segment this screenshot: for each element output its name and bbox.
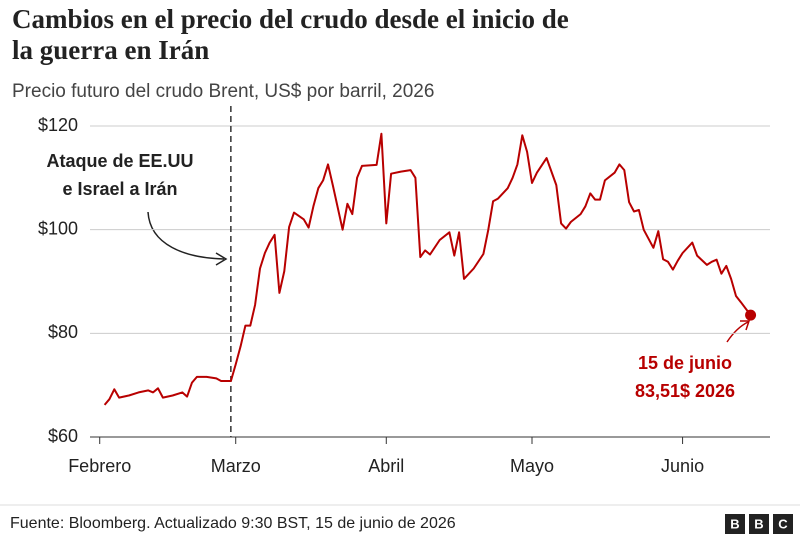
x-tick-label: Abril	[368, 456, 404, 476]
x-tick-label: Marzo	[211, 456, 261, 476]
annotation: Ataque de EE.UU	[46, 151, 193, 171]
price-line	[103, 132, 752, 406]
end-label: 83,51$ 2026	[635, 381, 735, 401]
end-point	[745, 309, 757, 321]
y-tick-label: $60	[48, 426, 78, 446]
annotation-arrow	[147, 211, 225, 260]
end-arrow	[726, 321, 749, 343]
x-tick-label: Junio	[661, 456, 704, 476]
logo-box	[749, 514, 769, 534]
chart-subtitle: Precio futuro del crudo Brent, US$ por b…	[12, 81, 434, 102]
logo-letter: B	[730, 516, 739, 531]
source: Fuente: Bloomberg. Actualizado 9:30 BST,…	[10, 515, 456, 532]
annotation: e Israel a Irán	[62, 179, 177, 199]
chart-title: la guerra en Irán	[12, 35, 209, 65]
y-tick-label: $80	[48, 322, 78, 342]
logo-letter: B	[754, 516, 763, 531]
logo-letter: C	[778, 516, 788, 531]
end-label: 15 de junio	[638, 353, 732, 373]
logo-box	[773, 514, 793, 534]
x-tick-label: Febrero	[68, 456, 131, 476]
end-arrowhead	[740, 320, 751, 331]
x-tick-label: Mayo	[510, 456, 554, 476]
logo-box	[725, 514, 745, 534]
y-tick-label: $100	[38, 218, 78, 238]
chart-title: Cambios en el precio del crudo desde el …	[12, 4, 569, 34]
annotation-arrowhead	[215, 252, 228, 266]
y-tick-label: $120	[38, 115, 78, 135]
